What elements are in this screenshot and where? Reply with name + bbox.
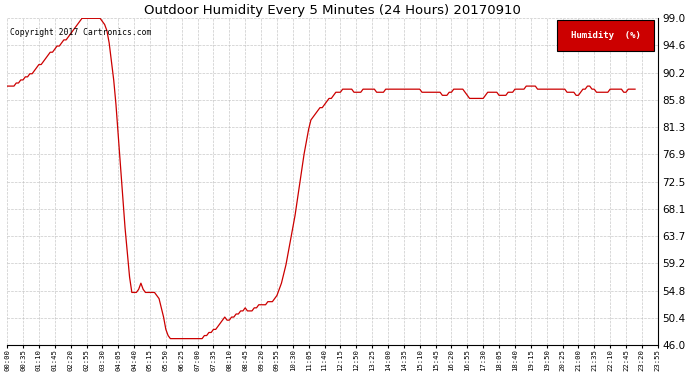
Text: Copyright 2017 Cartronics.com: Copyright 2017 Cartronics.com [10, 28, 152, 37]
Text: Humidity  (%): Humidity (%) [571, 31, 640, 40]
Title: Outdoor Humidity Every 5 Minutes (24 Hours) 20170910: Outdoor Humidity Every 5 Minutes (24 Hou… [144, 4, 521, 17]
Bar [557, 20, 655, 51]
